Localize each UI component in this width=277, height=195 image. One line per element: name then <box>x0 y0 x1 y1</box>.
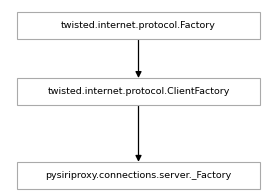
FancyBboxPatch shape <box>17 78 260 105</box>
Text: pysiriproxy.connections.server._Factory: pysiriproxy.connections.server._Factory <box>45 171 232 180</box>
Text: twisted.internet.protocol.ClientFactory: twisted.internet.protocol.ClientFactory <box>47 87 230 96</box>
Text: twisted.internet.protocol.Factory: twisted.internet.protocol.Factory <box>61 21 216 30</box>
FancyBboxPatch shape <box>17 162 260 189</box>
FancyBboxPatch shape <box>17 12 260 39</box>
